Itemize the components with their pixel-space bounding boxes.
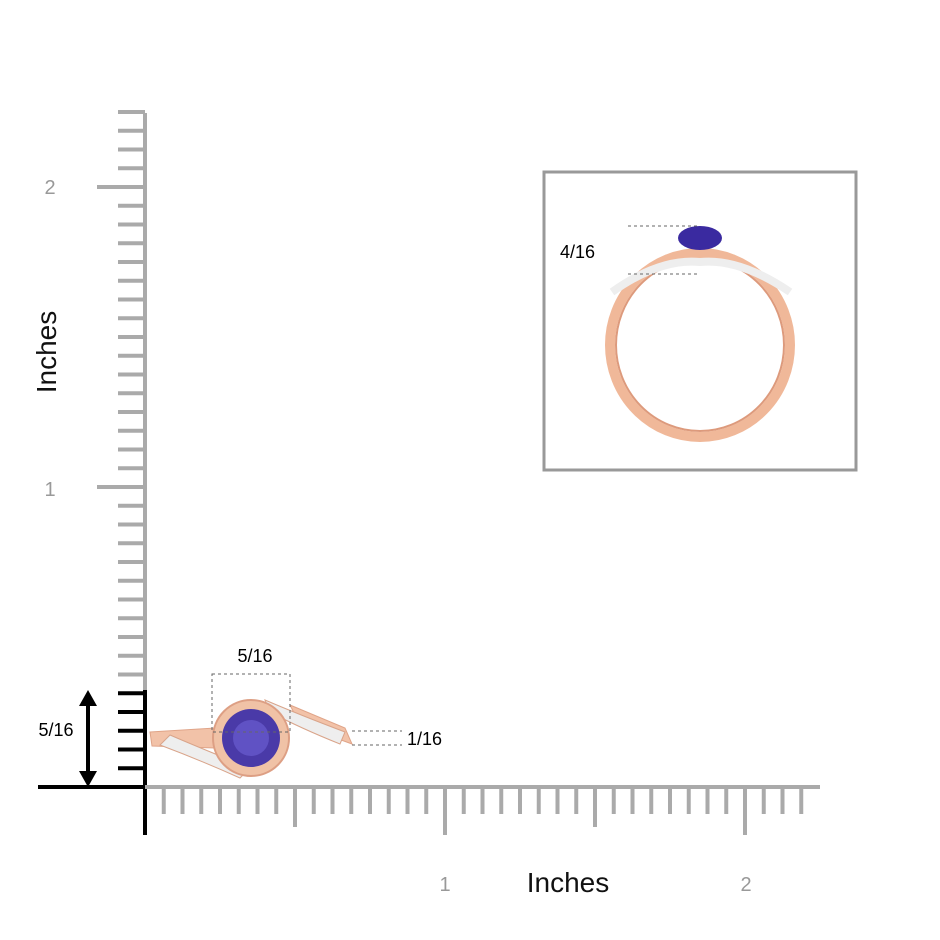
- x-tick-label: 2: [740, 874, 751, 896]
- width-guide: [211, 673, 291, 733]
- ring-top-view: [149, 699, 353, 779]
- ring-side-view: [605, 226, 795, 442]
- width-label: 5/16: [237, 646, 272, 666]
- x-axis-label: Inches: [527, 867, 610, 898]
- y-tick-label: 2: [44, 177, 55, 199]
- arrow-head: [79, 690, 97, 706]
- inset-frame: [542, 170, 858, 472]
- height-label: 5/16: [38, 720, 73, 740]
- band-width-label: 1/16: [407, 729, 442, 749]
- arrow-head: [79, 771, 97, 787]
- x-tick-label: 1: [439, 874, 450, 896]
- ruler-ticks: [97, 110, 804, 835]
- y-axis-label: Inches: [31, 311, 62, 394]
- y-tick-label: 1: [44, 479, 55, 501]
- profile-height-label: 4/16: [560, 242, 595, 262]
